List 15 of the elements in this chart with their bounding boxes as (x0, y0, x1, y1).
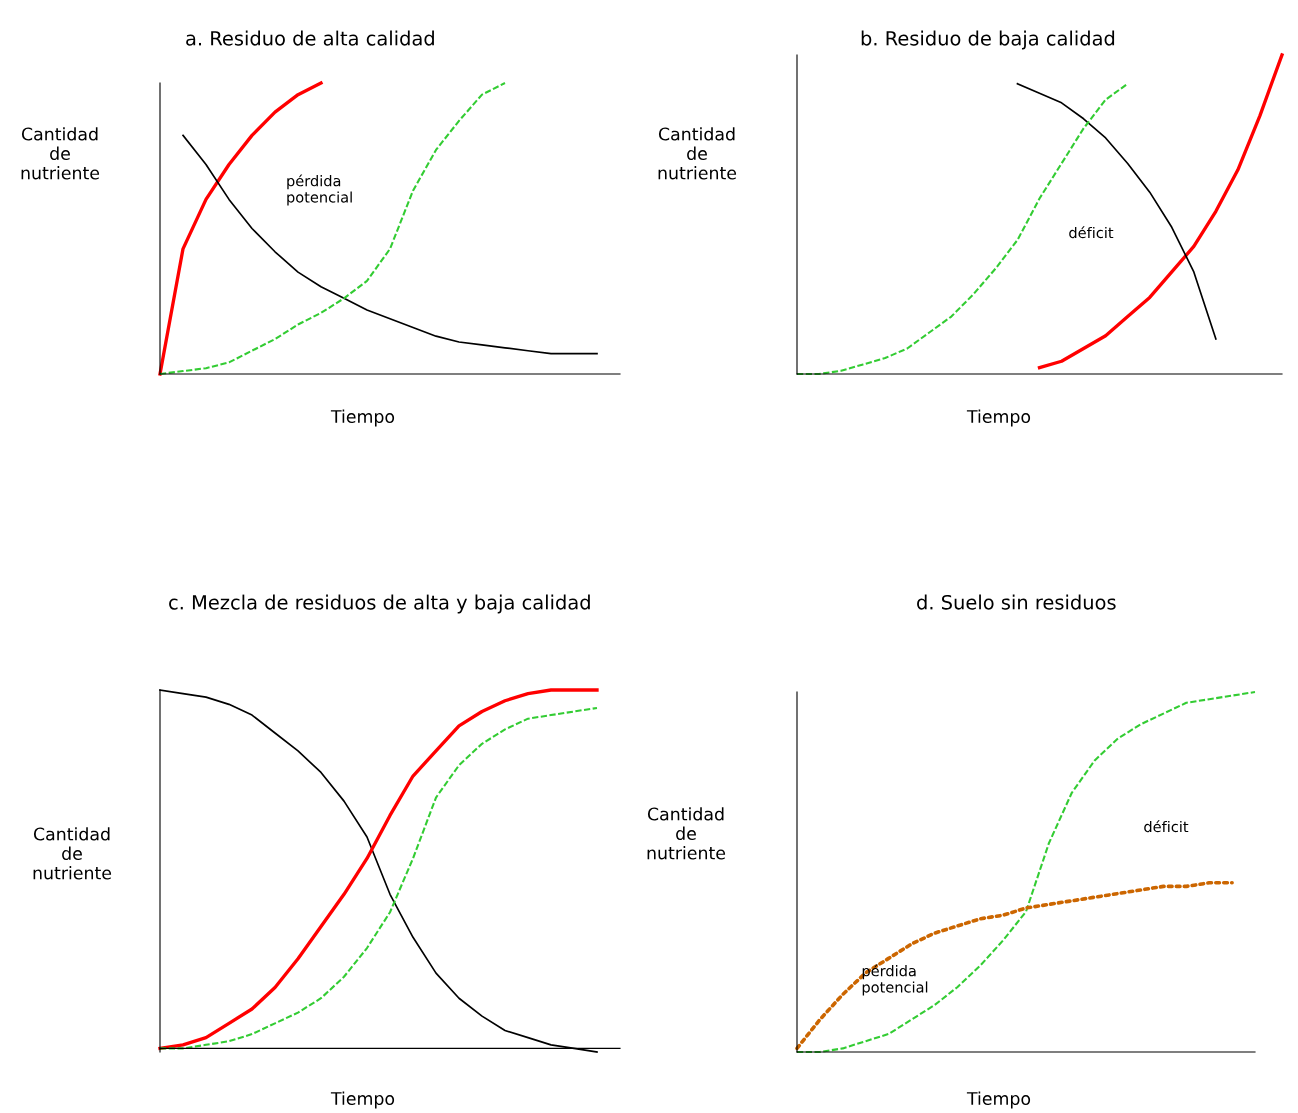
y-axis-title: Cantidad de nutriente (33, 827, 112, 880)
chart-title: d. Suelo sin residuos (917, 594, 1116, 610)
x-axis-title: Tiempo (330, 1091, 395, 1109)
annotation: déficit (1069, 226, 1114, 239)
y-axis-title: Cantidad de nutriente (647, 807, 726, 860)
chart-title: b. Residuo de baja calidad (861, 30, 1115, 50)
x-axis-title: Tiempo (966, 409, 1031, 427)
chart-title: a. Residuo de alta calidad (186, 30, 434, 46)
y-axis-title: Cantidad de nutriente (658, 127, 737, 180)
y-axis-title: Cantidad de nutriente (21, 127, 100, 180)
x-axis-title: Tiempo (966, 1091, 1031, 1109)
chart-title: c. Mezcla de residuos de alta y baja calidad (169, 594, 590, 614)
x-axis-title: Tiempo (330, 409, 395, 427)
annotation: déficit (1144, 820, 1189, 833)
annotation: pérdida potencial (287, 174, 352, 206)
